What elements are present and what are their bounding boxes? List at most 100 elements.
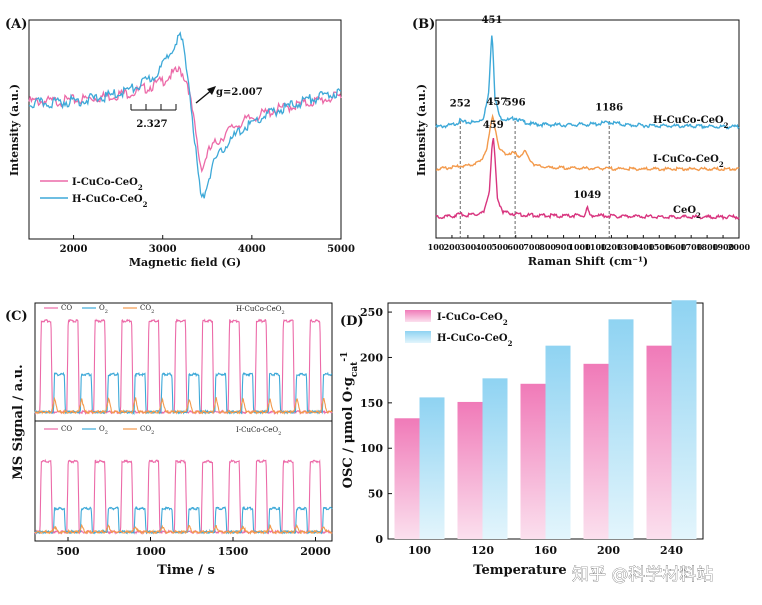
d-ytick-label: 100 bbox=[360, 442, 383, 455]
d-bar-h-cuco-160 bbox=[545, 345, 571, 539]
b-xtick-label: 1400 bbox=[632, 242, 655, 252]
panel-d-label: (D) bbox=[340, 314, 364, 329]
panel-b-series bbox=[435, 35, 740, 238]
c-top-legend-o2: O2 bbox=[99, 304, 108, 315]
panel-b-label: (B) bbox=[412, 17, 435, 32]
d-bar-h-cuco-200 bbox=[608, 319, 634, 539]
a-series-line-h-cuco bbox=[28, 31, 342, 199]
b-peak-label: 459 bbox=[483, 120, 504, 131]
panel-b-ylabel: Intensity (a.u.) bbox=[415, 84, 428, 176]
b-xtick-label: 500 bbox=[491, 242, 508, 252]
panel-a-xlabel: Magnetic field (G) bbox=[129, 256, 241, 269]
panel-c-ylabel: MS Signal / a.u. bbox=[11, 364, 26, 479]
d-category-label: 120 bbox=[471, 544, 494, 557]
d-category-label: 160 bbox=[534, 544, 557, 557]
legend-label-h-cuco: H-CuCo-CeO2 bbox=[72, 194, 148, 209]
panel-c-ms-signal: (C) MS Signal / a.u. Time / s 500 1000 150… bbox=[5, 302, 333, 578]
panel-c-label: (C) bbox=[5, 309, 28, 324]
panel-a-g-annotation: g=2.007 bbox=[195, 86, 263, 104]
d-bar-h-cuco-120 bbox=[482, 378, 508, 539]
panel-b-xlabel: Raman Shift (cm⁻¹) bbox=[528, 255, 648, 268]
panel-a-label: (A) bbox=[5, 17, 27, 32]
b-xtick-label: 100 bbox=[428, 242, 445, 252]
b-xtick-label: 900 bbox=[555, 242, 572, 252]
b-xtick-label: 700 bbox=[523, 242, 540, 252]
panel-a-series bbox=[28, 31, 342, 199]
b-peak-label: 451 bbox=[482, 15, 503, 26]
panel-b-series-labels: H-CuCo-CeO2 I-CuCo-CeO2 CeO2 bbox=[653, 115, 729, 220]
b-xtick-label: 1200 bbox=[600, 242, 623, 252]
panel-a-scale-label: 2.327 bbox=[136, 119, 167, 130]
b-xtick-label: 1800 bbox=[696, 242, 719, 252]
d-ytick-label: 150 bbox=[360, 397, 383, 410]
d-category-label: 240 bbox=[660, 544, 683, 557]
d-bar-i-cuco-200 bbox=[583, 363, 609, 539]
b-xtick-label: 1700 bbox=[680, 242, 703, 252]
b-series-line-2 bbox=[435, 137, 740, 221]
c-xtick-label: 500 bbox=[57, 545, 80, 558]
d-bar-i-cuco-240 bbox=[646, 345, 672, 539]
d-bar-h-cuco-100 bbox=[419, 397, 445, 539]
b-xtick-label: 1900 bbox=[712, 242, 735, 252]
panel-d-ticks: 0 50 100 150 200 250 100 120 160 200 240 bbox=[360, 306, 683, 557]
panel-c-xticks: 500 1000 1500 2000 bbox=[57, 537, 331, 558]
panel-d-bars bbox=[394, 300, 697, 539]
legend-swatch-d-i-cuco bbox=[405, 310, 431, 322]
panel-d-ylabel: OSC / μmol O·gcat-1 bbox=[340, 352, 360, 489]
c-top-title: H-CuCo-CeO2 bbox=[236, 305, 285, 316]
b-xtick-label: 1100 bbox=[584, 242, 607, 252]
c-bottom-legend-co2: CO2 bbox=[140, 425, 154, 436]
c-series-co2-1 bbox=[34, 523, 333, 535]
panel-d-xlabel: Temperature bbox=[473, 563, 566, 578]
d-ytick-label: 200 bbox=[360, 351, 383, 364]
c-series-co2-0 bbox=[34, 396, 333, 415]
d-bar-i-cuco-160 bbox=[520, 383, 546, 539]
a-xtick-label: 5000 bbox=[327, 244, 355, 255]
panel-a-scale-bar: 2.327 bbox=[130, 104, 177, 130]
panel-a-frame bbox=[28, 19, 342, 240]
a-series-line-i-cuco bbox=[28, 65, 342, 174]
panel-b-label-i-cuco: I-CuCo-CeO2 bbox=[653, 154, 724, 169]
b-xtick-label: 200 bbox=[444, 242, 461, 252]
b-xtick-label: 1000 bbox=[568, 242, 591, 252]
d-category-label: 100 bbox=[408, 544, 431, 557]
d-bar-i-cuco-120 bbox=[457, 401, 483, 539]
panel-c-xlabel: Time / s bbox=[157, 563, 215, 578]
c-series-co-0 bbox=[34, 318, 333, 415]
b-series-line-0 bbox=[435, 35, 740, 130]
b-series-line-1 bbox=[436, 113, 740, 172]
legend-label-d-i-cuco: I-CuCo-CeO2 bbox=[437, 312, 508, 327]
b-xtick-label: 800 bbox=[539, 242, 556, 252]
c-xtick-label: 2000 bbox=[300, 545, 331, 558]
panel-a-ylabel: Intensity (a.u.) bbox=[8, 84, 21, 176]
b-xtick-label: 400 bbox=[475, 242, 492, 252]
b-peak-label: 596 bbox=[505, 98, 526, 109]
c-xtick-label: 1000 bbox=[135, 545, 166, 558]
b-xtick-label: 1500 bbox=[648, 242, 671, 252]
panel-c-series bbox=[34, 318, 333, 535]
a-xtick-label: 2000 bbox=[60, 244, 88, 255]
panel-b-label-ceo2: CeO2 bbox=[673, 205, 701, 220]
d-bar-i-cuco-100 bbox=[394, 418, 420, 539]
panel-c-bottom-legend: CO O2 CO2 I-CuCo-CeO2 bbox=[44, 425, 281, 437]
d-ytick-label: 50 bbox=[368, 488, 384, 501]
d-category-label: 200 bbox=[597, 544, 620, 557]
b-peak-label: 1049 bbox=[573, 190, 601, 201]
panel-a-xticks: 2000 3000 4000 5000 bbox=[60, 235, 355, 255]
panel-a-epr: (A) Intensity (a.u.) Magnetic field (G) … bbox=[5, 17, 355, 269]
a-xtick-label: 3000 bbox=[149, 244, 177, 255]
d-bar-h-cuco-240 bbox=[671, 300, 697, 539]
b-xtick-label: 300 bbox=[460, 242, 477, 252]
panel-b-xticks: 100 200 300 400 500 600 700 800 9001000110012001… bbox=[428, 235, 751, 252]
panel-c-top-legend: CO O2 CO2 H-CuCo-CeO2 bbox=[44, 304, 285, 316]
c-series-co-1 bbox=[34, 458, 333, 535]
panel-a-legend: I-CuCo-CeO2 H-CuCo-CeO2 bbox=[40, 177, 148, 209]
panel-b-raman: (B) Intensity (a.u.) Raman Shift (cm⁻¹) … bbox=[412, 15, 751, 268]
c-top-legend-co: CO bbox=[61, 304, 72, 312]
d-ytick-label: 0 bbox=[375, 533, 383, 546]
c-bottom-title: I-CuCo-CeO2 bbox=[236, 426, 281, 437]
watermark: 知乎 @科学材料站 bbox=[572, 565, 713, 585]
c-bottom-legend-o2: O2 bbox=[99, 425, 108, 436]
b-peak-label: 252 bbox=[450, 98, 471, 109]
